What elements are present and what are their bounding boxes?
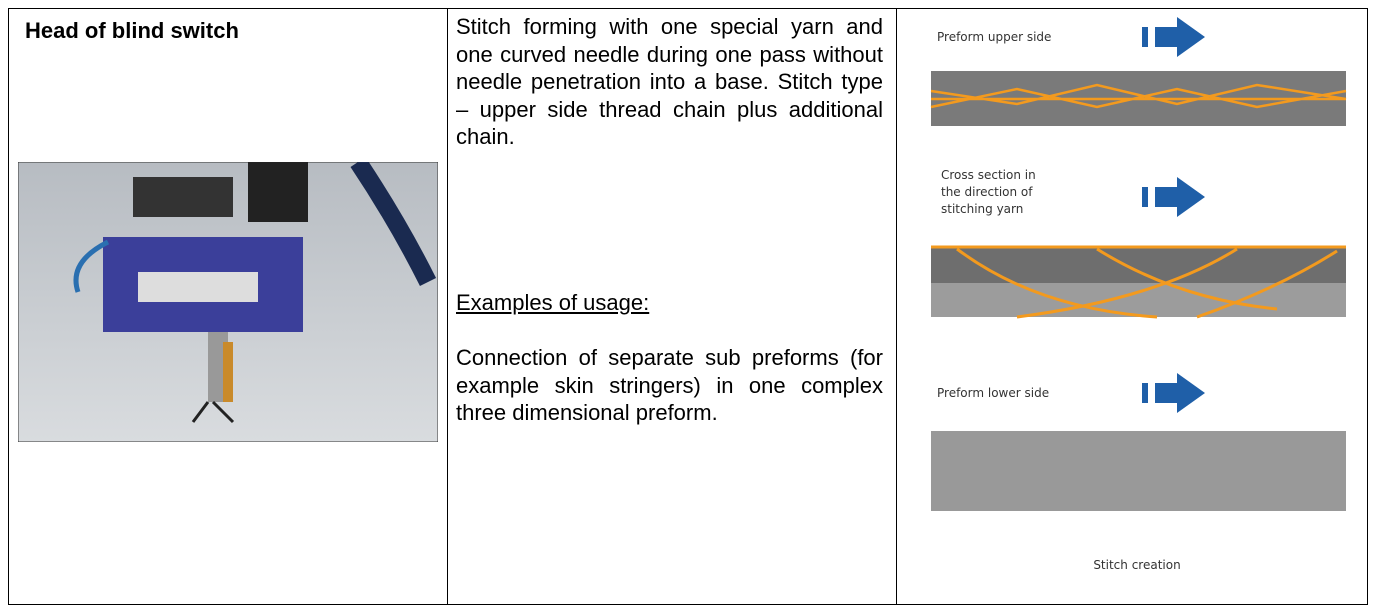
arrow [1142,177,1205,217]
cross-stitch [931,245,1346,319]
title: Head of blind switch [25,18,239,43]
cell-diagram: Preform upper side Cross section in the … [896,8,1368,605]
caption: Stitch creation [1093,558,1180,572]
cross-label: stitching yarn [941,202,1023,216]
cross-band-bottom [931,283,1346,317]
cross-band-top [931,247,1346,283]
usage-heading: Examples of usage: [456,290,650,315]
lower-band [931,431,1346,511]
cell-title: Head of blind switch [8,8,448,605]
cell-description: Stitch forming with one special yarn and… [447,8,897,605]
lower-label: Preform lower side [937,386,1049,400]
arrow [1142,17,1205,57]
arrow [1142,373,1205,413]
upper-stitch [930,83,1347,109]
usage-text: Connection of separate sub preforms (for… [456,345,883,426]
photo [18,162,438,442]
diagram: Preform upper side Cross section in the … [930,17,1347,572]
upper-label: Preform upper side [937,30,1051,44]
cross-label: the direction of [941,185,1033,199]
cross-label: Cross section in [941,168,1036,182]
description: Stitch forming with one special yarn and… [456,14,883,150]
